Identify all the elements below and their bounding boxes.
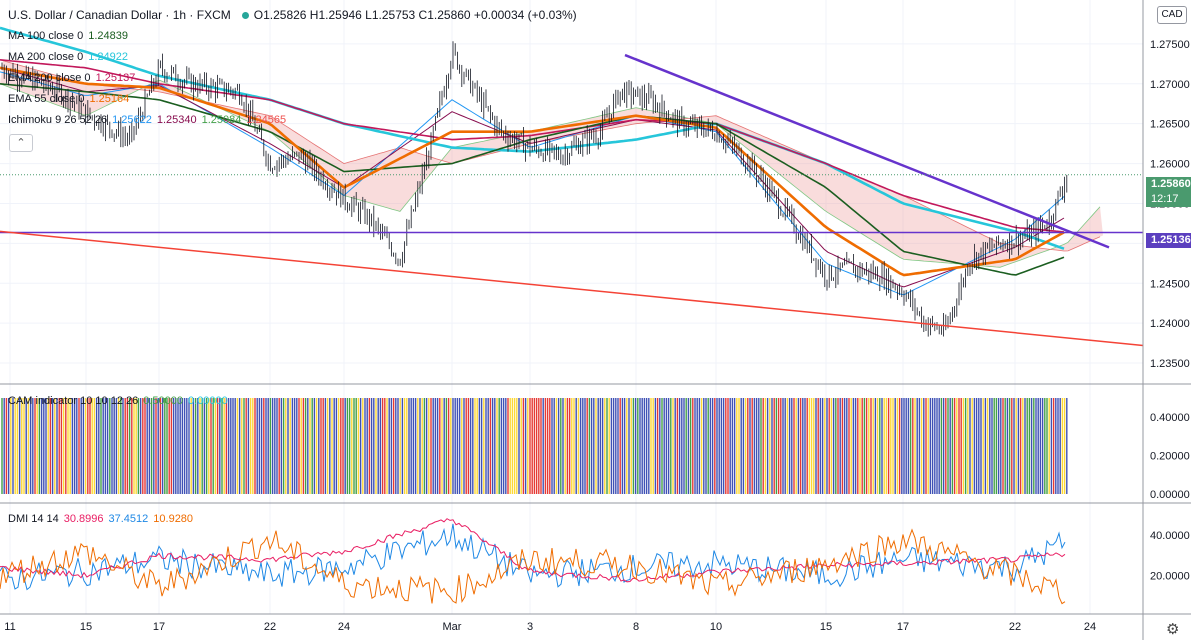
- x-tick-label: 15: [80, 621, 92, 633]
- y-tick-label: 1.23500: [1150, 358, 1190, 370]
- ichimoku-lead1: 1.25084: [201, 114, 242, 126]
- ema55-label: EMA 55 close 0: [8, 93, 85, 105]
- dmi-legend[interactable]: DMI 14 14 30.8996 37.4512 10.9280: [8, 512, 198, 526]
- ma200-label: MA 200 close 0: [8, 51, 84, 63]
- trendlines[interactable]: [0, 53, 1144, 347]
- legend-ema55[interactable]: EMA 55 close 0 1.25164: [8, 92, 134, 106]
- y-tick-label: 1.26500: [1150, 119, 1190, 131]
- last-price-label: 1.25860: [1146, 177, 1191, 192]
- dmi-title: DMI 14 14: [8, 513, 59, 525]
- hline-price-label: 1.25136: [1146, 233, 1191, 248]
- ema200-label: EMA 200 close 0: [8, 72, 91, 84]
- collapse-legend-button[interactable]: ⌃: [9, 134, 33, 152]
- market-status-dot: [241, 12, 249, 19]
- ema55-line: [0, 66, 1065, 277]
- dmi-minus-value: 10.9280: [153, 513, 194, 525]
- ichimoku-label: Ichimoku 9 26 52 26: [8, 114, 108, 126]
- ema200-value: 1.25137: [95, 72, 136, 84]
- x-tick-label: 24: [1084, 621, 1096, 633]
- dmi-lines: [0, 518, 1066, 605]
- ohlc-values: O1.25826 H1.25946 L1.25753 C1.25860 +0.0…: [253, 8, 577, 22]
- ma100-line: [0, 83, 1065, 276]
- dmi-plus-value: 37.4512: [108, 513, 149, 525]
- ema200-line: [0, 59, 1065, 233]
- y-tick-label: 1.27000: [1150, 79, 1190, 91]
- ema55-value: 1.25164: [89, 93, 130, 105]
- x-tick-label: 10: [710, 621, 722, 633]
- x-tick-label: 11: [4, 621, 15, 633]
- x-tick-label: 24: [338, 621, 350, 633]
- span-a-line: [0, 79, 1101, 268]
- dmi-y-tick: 20.0000: [1150, 571, 1190, 583]
- symbol-legend: U.S. Dollar / Canadian Dollar · 1h · FXC…: [8, 8, 582, 22]
- price-series: [1, 41, 1068, 337]
- ichimoku-cloud-fill: [0, 60, 1103, 268]
- legend-ichimoku[interactable]: Ichimoku 9 26 52 26 1.25622 1.25340 1.25084…: [8, 113, 291, 127]
- ichimoku-base: 1.25340: [156, 114, 197, 126]
- cam-value-2: 0.00000: [188, 395, 228, 407]
- legend-ma100[interactable]: MA 100 close 0 1.24839: [8, 29, 133, 43]
- cam-legend[interactable]: CAM indicator 10 10 12 26 0.50000 0.00000: [8, 394, 233, 408]
- y-tick-label: 1.26000: [1150, 159, 1190, 171]
- tenkan-line: [0, 71, 1065, 296]
- ma200-value: 1.24922: [88, 51, 128, 63]
- dmi-y-tick: 40.0000: [1150, 530, 1190, 542]
- countdown-label: 12:17: [1146, 192, 1191, 207]
- ichimoku-conversion: 1.25622: [112, 114, 152, 126]
- currency-button[interactable]: CAD: [1157, 6, 1187, 24]
- x-tick-label: Mar: [443, 621, 462, 633]
- x-tick-label: 17: [153, 621, 165, 633]
- settings-gear-icon[interactable]: ⚙: [1166, 621, 1180, 638]
- legend-ma200[interactable]: MA 200 close 0 1.24922: [8, 50, 133, 64]
- cam-y-tick: 0.20000: [1150, 451, 1190, 463]
- cam-value-1: 0.50000: [143, 395, 184, 407]
- descending-trendline: [624, 53, 1110, 249]
- lower-trendline: [0, 230, 1144, 347]
- y-tick-label: 1.24500: [1150, 278, 1190, 290]
- adx-line: [0, 518, 1066, 583]
- ichimoku-lead2: 1.24565: [246, 114, 287, 126]
- cam-y-tick: 0.40000: [1150, 412, 1190, 424]
- x-tick-label: 3: [527, 621, 533, 633]
- x-tick-label: 17: [897, 621, 909, 633]
- dmi-adx-value: 30.8996: [63, 513, 104, 525]
- cam-bars: [1, 398, 1068, 494]
- y-tick-label: 1.27500: [1150, 39, 1190, 51]
- cam-y-tick: 0.00000: [1150, 489, 1190, 501]
- symbol-title[interactable]: U.S. Dollar / Canadian Dollar · 1h · FXC…: [8, 8, 231, 22]
- dmi-minus-line: [0, 528, 1066, 605]
- x-tick-label: 22: [1009, 621, 1021, 633]
- x-tick-label: 22: [264, 621, 276, 633]
- legend-ema200[interactable]: EMA 200 close 0 1.25137: [8, 71, 140, 85]
- ma100-value: 1.24839: [88, 30, 128, 42]
- x-tick-label: 15: [820, 621, 832, 633]
- cam-title: CAM indicator 10 10 12 26: [8, 395, 139, 407]
- ma100-label: MA 100 close 0: [8, 30, 84, 42]
- grid-layer: [0, 0, 1143, 614]
- x-tick-label: 8: [633, 621, 639, 633]
- y-tick-label: 1.24000: [1150, 318, 1190, 330]
